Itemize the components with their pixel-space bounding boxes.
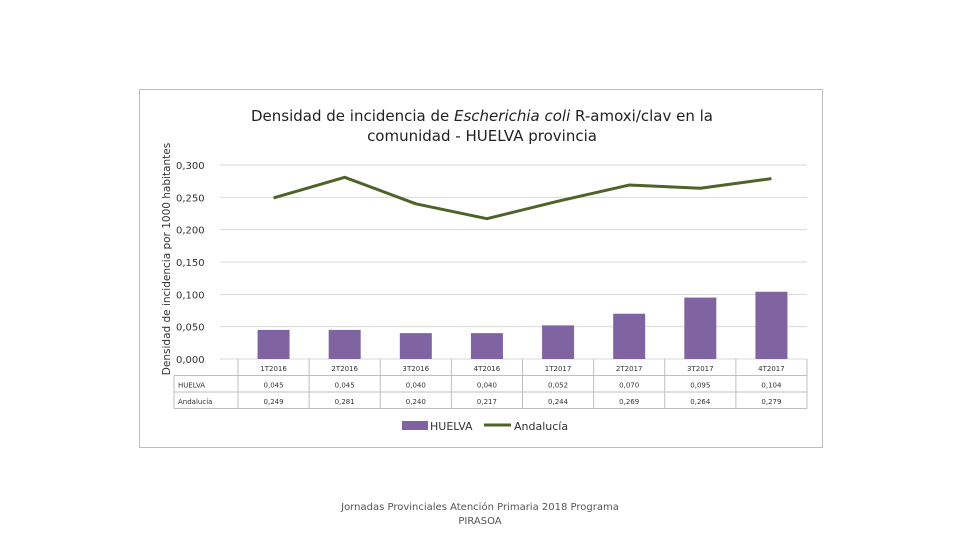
category-label: 3T2016	[403, 365, 430, 373]
legend-swatch-huelva	[402, 421, 428, 430]
table-cell: 0,217	[477, 398, 497, 406]
y-tick-label: 0,050	[176, 323, 205, 334]
footer-line2: PIRASOA	[458, 516, 502, 527]
y-axis-label: Densidad de incidencia por 1000 habitant…	[161, 143, 173, 375]
category-label: 4T2016	[474, 365, 501, 373]
table-cell: 0,240	[406, 398, 426, 406]
table-cell: 0,264	[690, 398, 711, 406]
series-line-andalucia	[273, 175, 772, 221]
chart-title-line2: comunidad - HUELVA provincia	[367, 127, 597, 145]
table-cell: 0,249	[264, 398, 284, 406]
table-cell: 0,269	[619, 398, 639, 406]
table-row-label: HUELVA	[178, 382, 205, 390]
category-label: 1T2016	[260, 365, 287, 373]
line-series	[273, 175, 772, 221]
table-cell: 0,070	[619, 382, 639, 390]
y-tick-label: 0,200	[176, 226, 205, 237]
grid-layer	[220, 164, 807, 360]
table-cell: 0,045	[335, 382, 355, 390]
footer-line1: Jornadas Provinciales Atención Primaria …	[341, 502, 619, 513]
footer-caption: Jornadas Provinciales Atención Primaria …	[330, 501, 630, 529]
bar-2T2016	[328, 329, 361, 359]
chart-title-line1: Densidad de incidencia de Escherichia co…	[251, 107, 713, 125]
bar-2T2017	[613, 313, 646, 359]
category-label: 1T2017	[545, 365, 572, 373]
table-cell: 0,244	[548, 398, 569, 406]
bar-1T2016	[257, 329, 290, 359]
bar-3T2016	[399, 333, 432, 359]
data-table: 1T2016 2T2016 3T2016 4T2016 1T2017 2T2017 3T20…	[173, 359, 808, 409]
bar-series	[257, 291, 788, 359]
table-cell: 0,045	[264, 382, 284, 390]
chart-svg: Densidad de incidencia de Escherichia co…	[161, 107, 808, 433]
category-label: 4T2017	[758, 365, 785, 373]
table-cell: 0,052	[548, 382, 568, 390]
table-cell: 0,279	[761, 398, 781, 406]
category-label: 2T2017	[616, 365, 643, 373]
legend: HUELVA Andalucía	[402, 420, 568, 433]
table-cell: 0,281	[335, 398, 355, 406]
table-cell: 0,104	[761, 382, 782, 390]
chart-frame: Densidad de incidencia de Escherichia co…	[139, 89, 823, 448]
y-tick-label: 0,150	[176, 258, 205, 269]
bar-4T2017	[755, 291, 788, 359]
table-row-label: Andalucía	[178, 398, 212, 406]
legend-label-andalucia: Andalucía	[514, 420, 568, 433]
bar-3T2017	[684, 297, 717, 359]
table-cell: 0,040	[477, 382, 497, 390]
y-tick-label: 0,000	[176, 355, 205, 366]
y-tick-label: 0,100	[176, 290, 205, 301]
y-tick-label: 0,250	[176, 193, 205, 204]
y-tick-label: 0,300	[176, 161, 205, 172]
category-label: 3T2017	[687, 365, 714, 373]
table-cell: 0,040	[406, 382, 426, 390]
table-cell: 0,095	[690, 382, 710, 390]
y-tick-labels: 0,000 0,050 0,100 0,150 0,200 0,250 0,300	[176, 161, 205, 366]
bar-1T2017	[542, 325, 575, 359]
bar-4T2016	[470, 333, 503, 359]
category-label: 2T2016	[331, 365, 358, 373]
legend-label-huelva: HUELVA	[430, 420, 473, 433]
